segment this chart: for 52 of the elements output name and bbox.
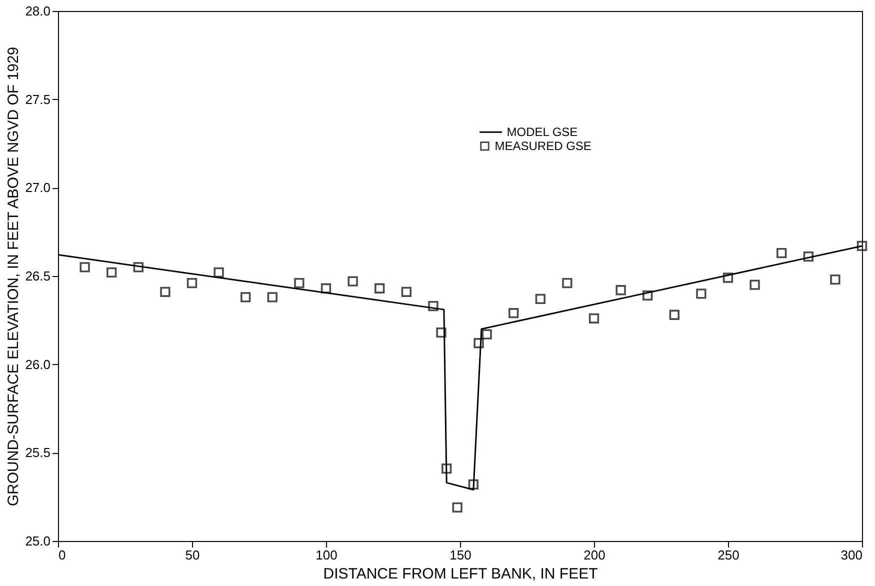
point (616, 285, 626, 296)
point (436, 327, 446, 338)
point (452, 502, 462, 513)
point (106, 267, 117, 278)
y-tick-label: 27.0 (25, 180, 50, 196)
point (294, 278, 304, 288)
x-tick-label: 200 (584, 548, 606, 562)
x-axis-title: DISTANCE FROM LEFT BANK, IN FEET (323, 566, 598, 582)
point (80, 262, 90, 272)
y-tick-label: 26.0 (25, 356, 50, 372)
x-tick-label: 300 (840, 548, 862, 562)
x-tick-label: 250 (718, 548, 740, 562)
y-tick-label: 27.5 (25, 92, 50, 107)
point (696, 288, 706, 299)
y-tick-label: 26.5 (25, 268, 50, 284)
point (214, 267, 224, 278)
x-tick-label: 50 (185, 548, 200, 562)
x-tick-label: 100 (316, 548, 338, 562)
point (474, 338, 484, 348)
point (186, 278, 198, 288)
point (348, 276, 358, 286)
point (160, 286, 170, 297)
point (240, 292, 251, 302)
point (374, 283, 385, 294)
point (722, 272, 734, 283)
point (535, 294, 546, 304)
point (669, 310, 680, 320)
point (856, 240, 868, 252)
point (320, 283, 332, 294)
point (133, 262, 144, 272)
point (482, 329, 492, 340)
y-axis-title: GROUND-SURFACE ELEVATION, IN FEET ABOVE NGVD OF 1929 (5, 46, 22, 506)
point (442, 463, 452, 474)
point (468, 479, 478, 490)
point (803, 251, 814, 262)
x-tick-label: 150 (450, 548, 472, 562)
y-tick-label: 25.5 (25, 445, 50, 460)
point (588, 313, 600, 324)
legend-label: MODEL GSE (506, 125, 578, 140)
point (776, 248, 787, 258)
point (642, 290, 653, 301)
point (750, 280, 760, 290)
point (401, 286, 412, 297)
x-tick-label: 0 (58, 548, 66, 562)
point (508, 308, 519, 318)
point (428, 300, 438, 312)
point (562, 278, 572, 288)
legend-label: MEASURED GSE (494, 139, 592, 154)
y-tick-label: 28.0 (25, 4, 50, 18)
point (830, 274, 840, 285)
point (267, 292, 278, 302)
y-tick-label: 25.0 (25, 534, 50, 548)
